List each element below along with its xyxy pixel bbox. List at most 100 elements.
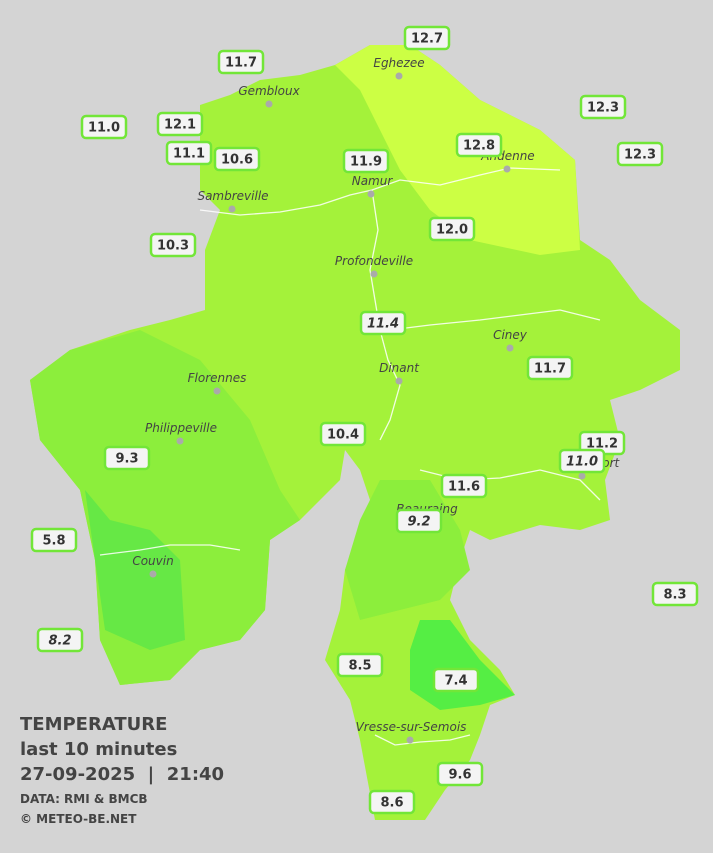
station-temp: 8.2 [48, 634, 71, 649]
station: 11.0 [80, 114, 128, 140]
station-temp: 11.7 [534, 362, 566, 377]
station: 11.7 [526, 355, 574, 381]
city-name: Eghezee [373, 56, 424, 70]
station-temp: 11.0 [88, 121, 120, 136]
cold-zone [85, 490, 185, 650]
city-name: Sambreville [197, 189, 268, 203]
station: 10.3 [149, 232, 197, 258]
station: 5.8 [30, 527, 78, 553]
city-name: Philippeville [145, 421, 217, 435]
city-name: Florennes [188, 371, 247, 385]
city-name: Dinant [379, 361, 420, 375]
city-dot [228, 205, 236, 213]
station: 9.6 [436, 761, 484, 787]
city-dot [213, 387, 221, 395]
station-box [80, 114, 128, 140]
station-box [359, 310, 407, 336]
station-box [213, 146, 261, 172]
station-temp: 12.7 [411, 32, 443, 47]
station-box [455, 132, 503, 158]
city-dot [578, 472, 586, 480]
station-temp: 12.1 [164, 118, 196, 133]
station-box [558, 448, 606, 474]
station-box [403, 25, 451, 51]
station-box [579, 94, 627, 120]
station-temp: 5.8 [42, 534, 65, 549]
station-temp: 11.6 [448, 480, 480, 495]
station: 11.1 [165, 140, 213, 166]
station-temp: 8.3 [663, 588, 686, 603]
station-temp: 7.4 [444, 674, 467, 689]
station-temp: 12.8 [463, 139, 495, 154]
city-dot [370, 270, 378, 278]
station-temp: 9.6 [448, 768, 471, 783]
station-temp: 11.1 [173, 147, 205, 162]
station-temp: 10.6 [221, 153, 253, 168]
station-box [395, 508, 443, 534]
station: 11.9 [342, 148, 390, 174]
station-box [156, 111, 204, 137]
station-box [30, 527, 78, 553]
city-dot [149, 570, 157, 578]
city-name: Vresse-sur-Semois [356, 720, 467, 734]
city-name: Couvin [132, 554, 173, 568]
station-box [440, 473, 488, 499]
station-box [149, 232, 197, 258]
station-temp: 9.3 [115, 452, 138, 467]
station-temp: 10.4 [327, 428, 359, 443]
legend-source: DATA: RMI & BMCB [20, 792, 148, 806]
station: 10.4 [319, 421, 367, 447]
city-name: Namur [352, 174, 394, 188]
station-temp: 12.0 [436, 223, 468, 238]
station: 12.3 [616, 141, 664, 167]
city-dot [395, 377, 403, 385]
station-box [36, 627, 84, 653]
city-dot [506, 344, 514, 352]
city-dot [503, 165, 511, 173]
station-box [428, 216, 476, 242]
station: 8.3 [651, 581, 699, 607]
station: 12.8 [455, 132, 503, 158]
station-box [336, 652, 384, 678]
station-temp: 8.6 [380, 796, 403, 811]
station: 11.7 [217, 49, 265, 75]
legend: TEMPERATURE last 10 minutes 27-09-2025 |… [20, 714, 224, 826]
city-name: Gembloux [238, 84, 300, 98]
station-box [436, 761, 484, 787]
city-dot [265, 100, 273, 108]
station-temp: 11.4 [367, 317, 399, 332]
station-box [368, 789, 416, 815]
station: 8.6 [368, 789, 416, 815]
station-box [526, 355, 574, 381]
station-box [432, 667, 480, 693]
station-box [165, 140, 213, 166]
legend-subtitle: last 10 minutes [20, 739, 177, 760]
station-box [616, 141, 664, 167]
station-temp: 11.2 [586, 437, 618, 452]
station: 8.2 [36, 627, 84, 653]
station: 9.2 [395, 508, 443, 534]
station: 11.6 [440, 473, 488, 499]
station: 7.4 [432, 667, 480, 693]
station-temp: 12.3 [624, 148, 656, 163]
station: 12.3 [579, 94, 627, 120]
station-box [319, 421, 367, 447]
station: 10.6 [213, 146, 261, 172]
station: 12.0 [428, 216, 476, 242]
station: 11.4 [359, 310, 407, 336]
city-dot [406, 736, 414, 744]
station-box [651, 581, 699, 607]
station: 9.3 [103, 445, 151, 471]
station-box [103, 445, 151, 471]
station: 11.0 [558, 448, 606, 474]
city-name: Profondeville [335, 254, 413, 268]
city-dot [176, 437, 184, 445]
station: 12.1 [156, 111, 204, 137]
station: 11.2 [578, 430, 626, 456]
station-temp: 9.2 [407, 515, 430, 530]
station-temp: 10.3 [157, 239, 189, 254]
station-temp: 11.9 [350, 155, 382, 170]
city-name: Ciney [493, 328, 528, 342]
